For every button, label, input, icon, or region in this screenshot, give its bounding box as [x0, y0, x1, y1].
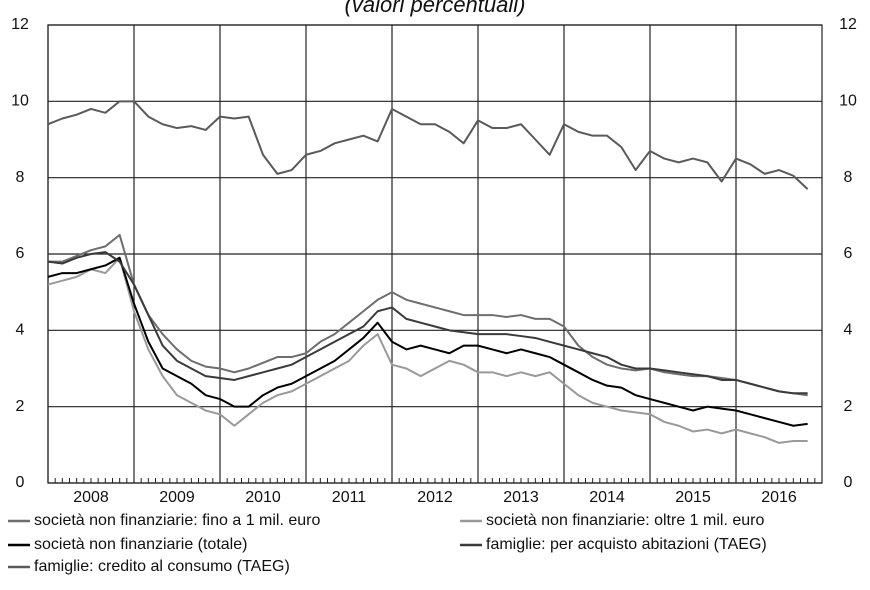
x-tick-label: 2011 — [332, 489, 367, 506]
series-line — [47, 256, 808, 427]
x-tick-label: 2008 — [73, 489, 109, 506]
x-tick-label: 2010 — [245, 489, 281, 506]
x-tick-label: 2014 — [589, 489, 625, 506]
y-tick-label: 6 — [16, 245, 25, 262]
y2-tick-label: 10 — [839, 93, 857, 110]
legend-label: società non finanziarie (totale) — [34, 536, 247, 553]
y2-tick-label: 8 — [844, 169, 853, 186]
y-tick-label: 2 — [16, 398, 25, 415]
series-line — [47, 100, 809, 190]
legend-label: famiglie: credito al consumo (TAEG) — [34, 558, 290, 575]
y2-tick-label: 6 — [844, 245, 853, 262]
plot-frame — [47, 24, 823, 484]
y-tick-label: 10 — [11, 93, 29, 110]
y-tick-label: 0 — [16, 474, 25, 491]
series-line — [47, 251, 808, 395]
x-tick-label: 2013 — [503, 489, 539, 506]
legend-label: famiglie: per acquisto abitazioni (TAEG) — [486, 536, 767, 553]
y-tick-label: 4 — [16, 322, 25, 339]
x-tick-label: 2015 — [675, 489, 711, 506]
x-tick-label: 2009 — [159, 489, 195, 506]
legend-label: società non finanziarie: oltre 1 mil. eu… — [486, 512, 764, 529]
y2-tick-label: 2 — [844, 398, 853, 415]
y-tick-label: 12 — [11, 16, 29, 33]
x-tick-label: 2012 — [417, 489, 453, 506]
chart-title: (valori percentuali) — [345, 0, 526, 17]
x-tick-label: 2016 — [761, 489, 797, 506]
series-line — [47, 256, 808, 444]
y2-tick-label: 12 — [839, 16, 857, 33]
y-tick-label: 8 — [16, 169, 25, 186]
legend-label: società non finanziarie: fino a 1 mil. e… — [34, 512, 320, 529]
y2-tick-label: 0 — [844, 474, 853, 491]
series-line — [48, 233, 808, 397]
y2-tick-label: 4 — [844, 322, 853, 339]
